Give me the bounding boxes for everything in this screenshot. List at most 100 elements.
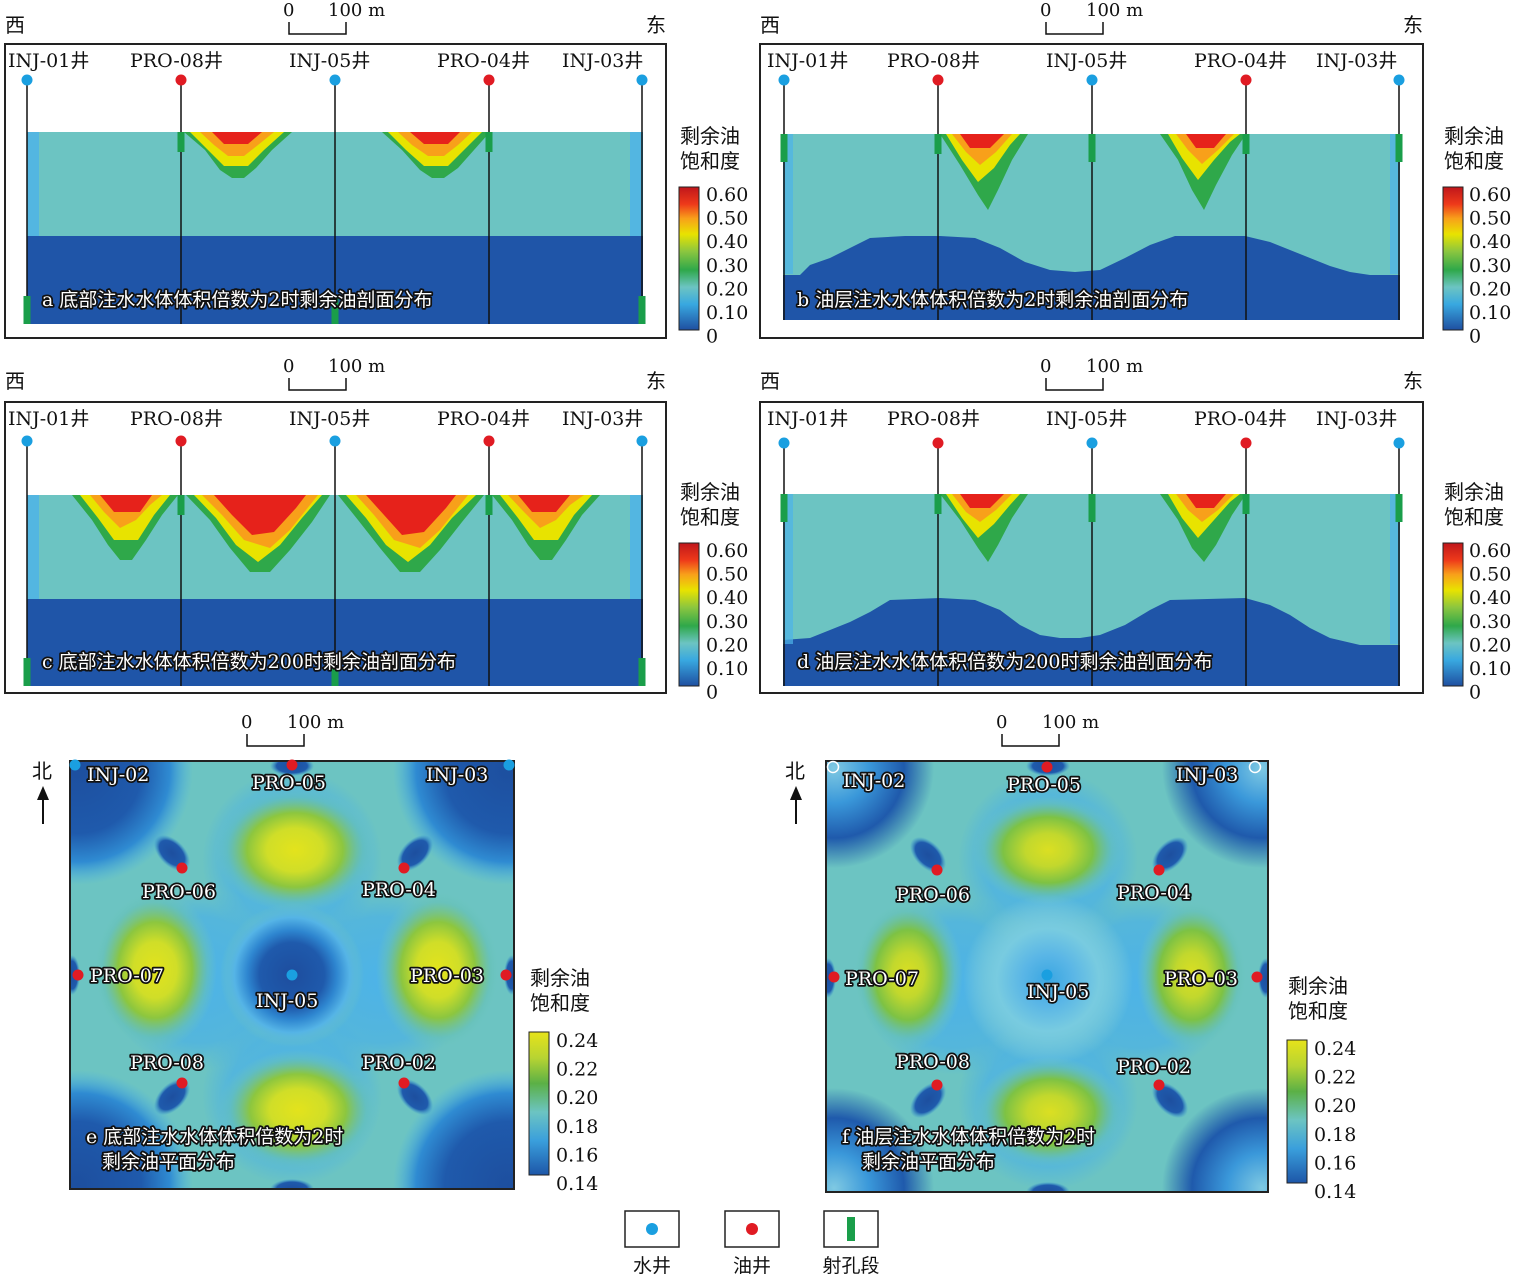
well-label: PRO-04井 xyxy=(437,50,530,72)
perforation-mark xyxy=(780,494,788,522)
plan-wells-e: INJ-02 INJ-03 PRO-05 PRO-06 PRO-04 PRO-07 PRO-… xyxy=(69,759,515,1089)
perforation-mark xyxy=(780,134,788,162)
legend-tick-label: 0.24 xyxy=(556,1030,598,1052)
perforation-icon xyxy=(847,1217,855,1241)
perforation-mark xyxy=(1242,134,1250,154)
well-label: INJ-01井 xyxy=(767,50,848,72)
well-label-pro-04: PRO-04 xyxy=(362,879,436,901)
oil-cone-c2 xyxy=(186,495,330,572)
legend-tick-label: 0.14 xyxy=(1314,1181,1356,1203)
plan-panel-e xyxy=(69,760,515,1190)
legend-tick-label: 0.18 xyxy=(1314,1124,1356,1146)
well-label: PRO-04井 xyxy=(1194,408,1287,430)
scale-label: 100 m xyxy=(1042,712,1099,733)
well-label-pro-04: PRO-04 xyxy=(1117,882,1191,904)
west-label-b: 西 xyxy=(760,13,780,37)
oil-well-icon xyxy=(931,1079,943,1091)
legend-tick-label: 0 xyxy=(1469,326,1481,348)
west-label-c: 西 xyxy=(5,369,25,393)
profile-legend-3: 剩余油 饱和度 0.600.500.400.300.200.100 xyxy=(678,480,748,704)
oil-well-icon xyxy=(398,862,410,874)
east-label-b: 东 xyxy=(1403,13,1423,37)
north-label: 北 xyxy=(32,759,52,783)
west-label-d: 西 xyxy=(760,369,780,393)
legend-tick-label: 0.50 xyxy=(706,208,748,230)
scale-zero: 0 xyxy=(283,0,294,21)
oil-well-icon xyxy=(1041,761,1053,773)
well-label-pro-08: PRO-08 xyxy=(130,1052,204,1074)
oil-cone-a2 xyxy=(382,132,490,178)
well-label: INJ-05井 xyxy=(289,408,370,430)
oil-well-icon xyxy=(483,435,495,447)
legend-tick-label: 0.14 xyxy=(556,1173,598,1195)
well-label: PRO-08井 xyxy=(130,408,223,430)
legend-tick-label: 0.50 xyxy=(1469,208,1511,230)
scale-zero: 0 xyxy=(996,712,1007,733)
perforation-mark xyxy=(1242,494,1250,514)
water-well-icon xyxy=(329,435,341,447)
water-well-icon xyxy=(286,969,298,981)
east-label-a: 东 xyxy=(646,13,666,37)
scale-zero: 0 xyxy=(283,356,294,377)
legend-tick-label: 0.22 xyxy=(556,1059,598,1081)
oil-well-icon xyxy=(175,435,187,447)
oil-well-icon xyxy=(176,862,188,874)
perforation-mark xyxy=(1088,134,1096,162)
legend-tick-label: 0.60 xyxy=(706,184,748,206)
oil-well-icon xyxy=(1251,971,1263,983)
scale-zero: 0 xyxy=(1040,0,1051,21)
legend-water-well-label: 水井 xyxy=(633,1255,671,1277)
scale-bar-f: 0 100 m xyxy=(996,712,1099,747)
caption-d: d 油层注水水体体积倍数为200时剩余油剖面分布 xyxy=(797,651,1212,673)
oil-well-icon xyxy=(932,437,944,449)
profile-legend-2: 剩余油 饱和度 0.600.500.400.300.200.100 xyxy=(1442,124,1511,348)
legend-title-line1: 剩余油 xyxy=(530,966,590,990)
well-label-pro-08: PRO-08 xyxy=(896,1051,970,1073)
well-label-pro-06: PRO-06 xyxy=(896,884,970,906)
well-label-inj-02: INJ-02 xyxy=(87,764,149,786)
perforation-mark xyxy=(1395,134,1403,162)
well-label-pro-05: PRO-05 xyxy=(1007,774,1081,796)
west-label-a: 西 xyxy=(5,13,25,37)
well-label-inj-05: INJ-05 xyxy=(1027,981,1089,1003)
water-well-icon xyxy=(636,74,648,86)
oil-cone-c4 xyxy=(492,495,600,560)
oil-cone-a1 xyxy=(184,132,292,178)
well-label-pro-07: PRO-07 xyxy=(90,965,164,987)
profile-wells-c: INJ-01井 PRO-08井 INJ-05井 PRO-04井 INJ-03井 xyxy=(8,408,648,686)
legend-oil-well-label: 油井 xyxy=(733,1255,771,1277)
water-well-icon xyxy=(21,74,33,86)
water-well-icon xyxy=(826,760,840,774)
plan-wells-f: INJ-02 INJ-03 PRO-05 PRO-06 PRO-04 PRO-07 PRO-… xyxy=(826,760,1263,1091)
plan-legend-f: 剩余油 饱和度 0.24 0.22 0.20 0.18 0.16 0.14 xyxy=(1286,974,1356,1203)
scale-label: 100 m xyxy=(1086,356,1143,377)
well-label-pro-02: PRO-02 xyxy=(362,1052,436,1074)
well-label-pro-03: PRO-03 xyxy=(1164,968,1238,990)
well-label: PRO-08井 xyxy=(887,50,980,72)
scale-bar-d: 0 100 m xyxy=(1040,356,1143,391)
legend-perforation: 射孔段 xyxy=(822,1210,880,1277)
oil-well-icon xyxy=(1240,74,1252,86)
legend-title-line1: 剩余油 xyxy=(680,124,740,148)
perforation-mark xyxy=(485,132,493,152)
caption-e-line1: e 底部注水水体体积倍数为2时 xyxy=(86,1126,343,1148)
oil-cone-c1 xyxy=(72,495,178,560)
perforation-mark xyxy=(23,296,31,324)
oil-cone-b1 xyxy=(940,134,1028,210)
well-label-inj-03: INJ-03 xyxy=(1176,764,1238,786)
legend-perforation-label: 射孔段 xyxy=(822,1255,879,1277)
scale-bar-e: 0 100 m xyxy=(241,712,344,747)
oil-well-icon xyxy=(176,1077,188,1089)
well-label-inj-03: INJ-03 xyxy=(426,764,488,786)
legend-tick-label: 0.20 xyxy=(556,1087,598,1109)
legend-title-line1: 剩余油 xyxy=(1444,124,1504,148)
scale-zero: 0 xyxy=(1040,356,1051,377)
oil-well-icon xyxy=(746,1223,758,1235)
oil-well-icon xyxy=(500,969,512,981)
legend-title-line2: 饱和度 xyxy=(680,505,740,529)
oil-well-icon xyxy=(483,74,495,86)
well-label-pro-06: PRO-06 xyxy=(142,881,216,903)
legend-title-line2: 饱和度 xyxy=(530,991,590,1015)
scale-label: 100 m xyxy=(328,356,385,377)
scale-zero: 0 xyxy=(241,712,252,733)
